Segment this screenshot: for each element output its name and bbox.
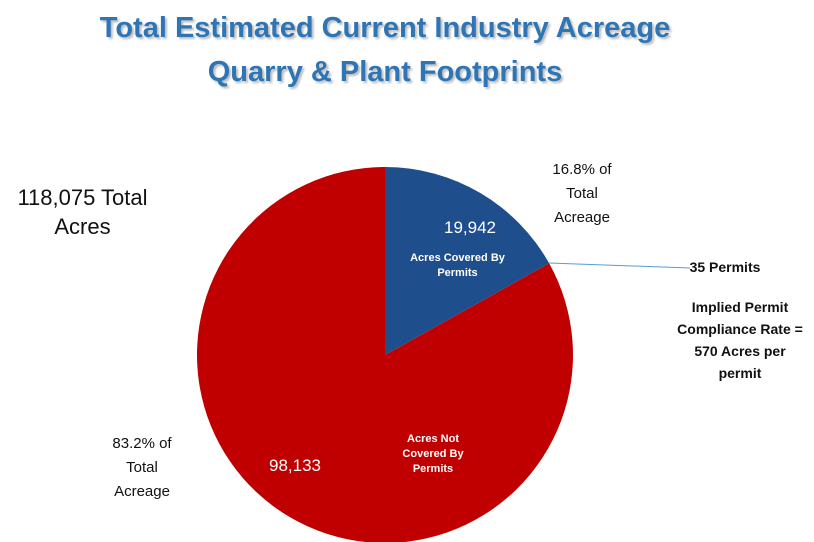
value-label: 19,942 <box>444 218 496 237</box>
total-annotation: 118,075 Total Acres <box>17 185 148 239</box>
chart-title: Total Estimated Current Industry Acreage <box>99 12 671 44</box>
category-label: Acres Covered By Permits <box>410 252 505 279</box>
value-label: 98,133 <box>269 456 321 475</box>
chart-subtitle: Quarry & Plant Footprints <box>207 56 563 88</box>
pie-slice <box>385 167 550 355</box>
pie-slice <box>197 167 573 542</box>
permits-annotation: 35 Permits <box>689 259 761 275</box>
leader-line <box>548 262 691 269</box>
category-label: Acres Not Covered By Permits <box>402 433 464 475</box>
percent-label: 16.8% of Total Acreage <box>552 161 612 226</box>
compliance-annotation: Implied Permit Compliance Rate = 570 Acr… <box>677 299 803 381</box>
percent-label: 83.2% of Total Acreage <box>112 435 172 500</box>
